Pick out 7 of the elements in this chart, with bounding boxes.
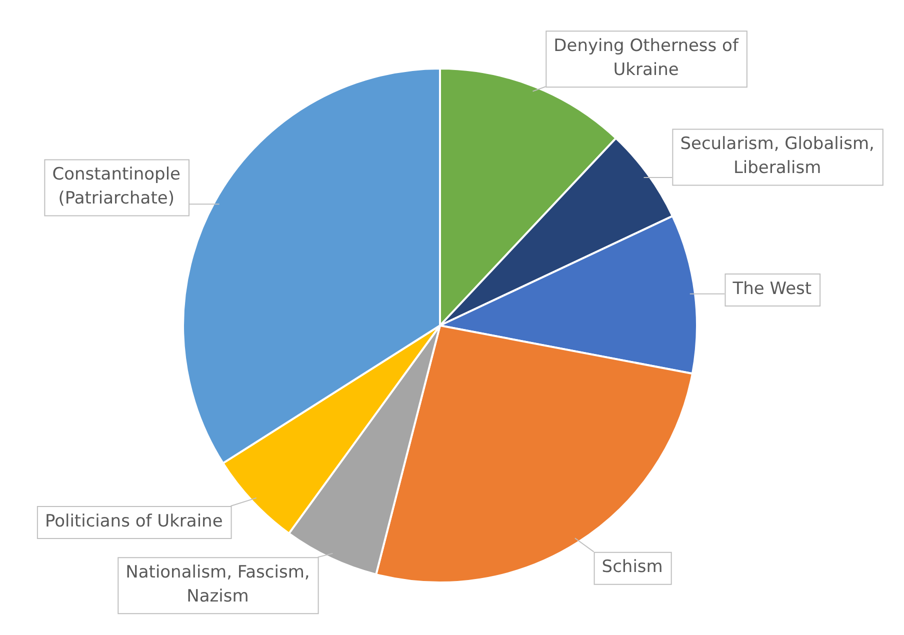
slice-label: Secularism, Globalism, Liberalism — [680, 134, 874, 178]
slice-label: The West — [732, 278, 812, 299]
slice-label: Politicians of Ukraine — [44, 511, 223, 532]
slice-label: Denying Otherness of Ukraine — [554, 36, 740, 80]
slice-label: Schism — [602, 557, 663, 578]
slice-label: Constantinople (Patriarchate) — [52, 164, 180, 209]
slice-label: Nationalism, Fascism, Nazism — [126, 562, 310, 607]
